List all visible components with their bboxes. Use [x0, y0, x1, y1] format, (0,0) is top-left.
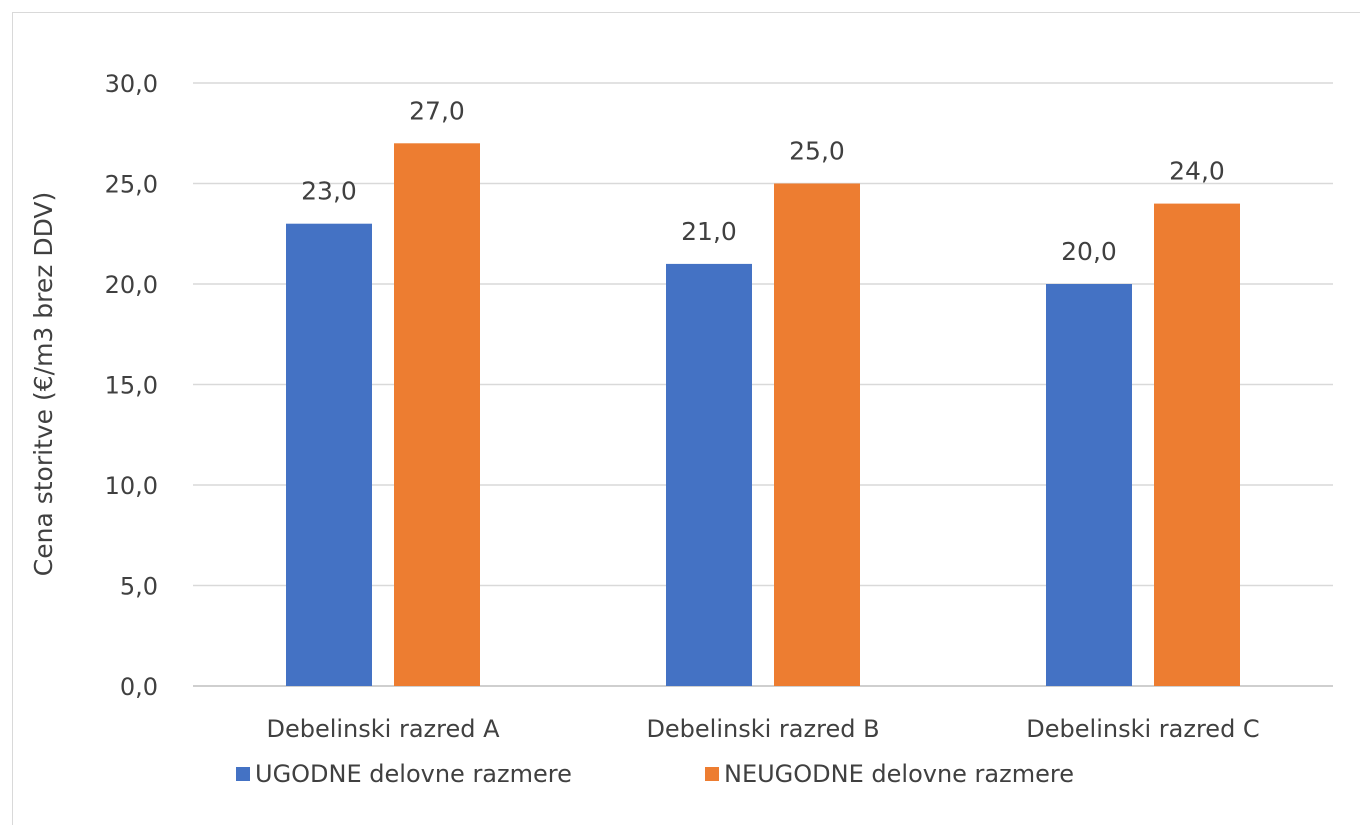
- x-axis-ticks: Debelinski razred A Debelinski razred B De…: [266, 715, 1259, 743]
- data-label: 20,0: [1061, 237, 1117, 266]
- y-tick-label: 15,0: [105, 372, 158, 400]
- legend-swatch: [236, 767, 250, 781]
- gridlines: [193, 82, 1333, 687]
- legend-swatch: [705, 767, 719, 781]
- bar: [1154, 203, 1240, 686]
- x-tick-label: Debelinski razred A: [266, 715, 500, 743]
- y-axis-ticks: 0,0 5,0 10,0 15,0 20,0 25,0 30,0: [105, 70, 158, 701]
- y-tick-label: 20,0: [105, 271, 158, 299]
- data-label: 21,0: [681, 217, 737, 246]
- data-label: 27,0: [409, 96, 465, 125]
- data-label: 23,0: [301, 177, 357, 206]
- legend-label: UGODNE delovne razmere: [255, 760, 572, 788]
- chart-frame: [12, 12, 1360, 825]
- legend-label: NEUGODNE delovne razmere: [724, 760, 1074, 788]
- y-tick-label: 25,0: [105, 171, 158, 199]
- bar: [394, 143, 480, 687]
- y-tick-label: 0,0: [120, 673, 158, 701]
- bars: [286, 143, 1240, 687]
- x-tick-label: Debelinski razred B: [646, 715, 879, 743]
- bar: [1046, 284, 1132, 686]
- x-tick-label: Debelinski razred C: [1026, 715, 1259, 743]
- legend: UGODNE delovne razmere NEUGODNE delovne r…: [236, 760, 1074, 788]
- data-labels: 23,0 27,0 21,0 25,0 20,0 24,0: [301, 96, 1225, 266]
- y-tick-label: 30,0: [105, 70, 158, 98]
- y-tick-label: 10,0: [105, 472, 158, 500]
- y-axis-label: Cena storitve (€/m3 brez DDV): [29, 192, 58, 576]
- y-tick-label: 5,0: [120, 573, 158, 601]
- bar: [286, 223, 372, 686]
- bar: [666, 263, 752, 686]
- bar: [774, 183, 860, 686]
- data-label: 25,0: [789, 137, 845, 166]
- data-label: 24,0: [1169, 157, 1225, 186]
